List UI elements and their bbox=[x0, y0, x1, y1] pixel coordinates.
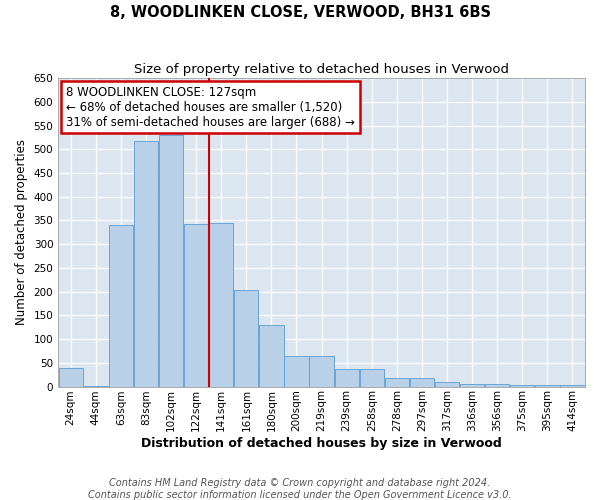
Bar bbox=[385, 378, 409, 386]
Bar bbox=[159, 135, 183, 386]
Bar bbox=[435, 382, 459, 386]
Bar bbox=[485, 384, 509, 386]
Text: Contains HM Land Registry data © Crown copyright and database right 2024.
Contai: Contains HM Land Registry data © Crown c… bbox=[88, 478, 512, 500]
Bar bbox=[259, 325, 284, 386]
Bar bbox=[59, 368, 83, 386]
Bar bbox=[359, 369, 384, 386]
Bar bbox=[310, 356, 334, 386]
Bar bbox=[410, 378, 434, 386]
Bar bbox=[335, 369, 359, 386]
Title: Size of property relative to detached houses in Verwood: Size of property relative to detached ho… bbox=[134, 62, 509, 76]
Bar bbox=[284, 356, 308, 386]
Text: 8, WOODLINKEN CLOSE, VERWOOD, BH31 6BS: 8, WOODLINKEN CLOSE, VERWOOD, BH31 6BS bbox=[110, 5, 491, 20]
Bar bbox=[460, 384, 484, 386]
Bar bbox=[535, 384, 560, 386]
Bar bbox=[560, 384, 584, 386]
X-axis label: Distribution of detached houses by size in Verwood: Distribution of detached houses by size … bbox=[141, 437, 502, 450]
Text: 8 WOODLINKEN CLOSE: 127sqm
← 68% of detached houses are smaller (1,520)
31% of s: 8 WOODLINKEN CLOSE: 127sqm ← 68% of deta… bbox=[66, 86, 355, 129]
Bar bbox=[209, 223, 233, 386]
Bar bbox=[134, 140, 158, 386]
Bar bbox=[234, 290, 259, 386]
Bar bbox=[510, 384, 535, 386]
Bar bbox=[109, 225, 133, 386]
Y-axis label: Number of detached properties: Number of detached properties bbox=[15, 140, 28, 326]
Bar bbox=[184, 224, 208, 386]
